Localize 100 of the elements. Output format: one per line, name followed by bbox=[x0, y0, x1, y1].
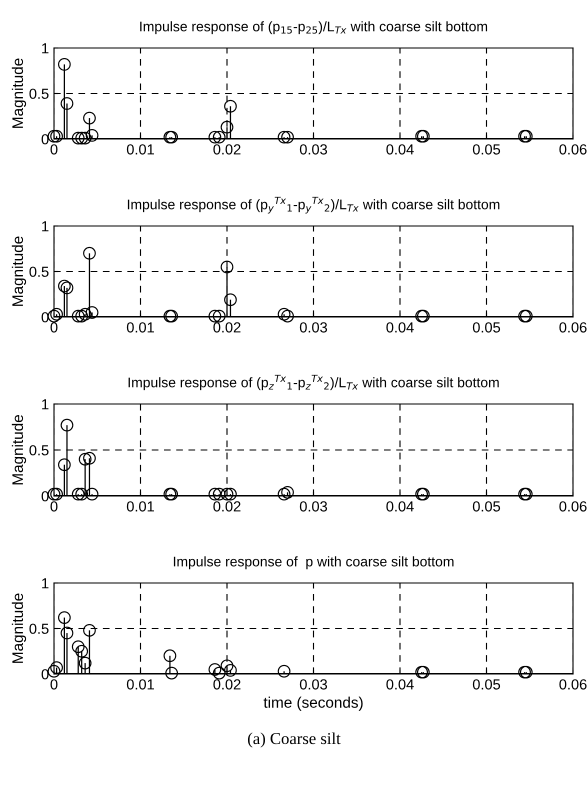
point bbox=[220, 659, 234, 672]
point bbox=[78, 656, 92, 670]
x-axis-title: time (seconds) bbox=[264, 696, 363, 711]
point bbox=[48, 488, 60, 501]
x-tick-label: 0.01 bbox=[126, 679, 154, 690]
point bbox=[212, 130, 226, 144]
point bbox=[278, 130, 290, 144]
point bbox=[72, 132, 85, 144]
point bbox=[75, 132, 88, 144]
x-tick-label: 0.05 bbox=[472, 501, 500, 512]
point bbox=[208, 310, 222, 322]
y-tick-label: 1 bbox=[42, 43, 48, 54]
point bbox=[220, 260, 234, 274]
y-axis-title: Magnitude bbox=[12, 58, 26, 128]
point bbox=[164, 649, 176, 662]
x-tick-label: 0.02 bbox=[213, 501, 240, 512]
point bbox=[60, 282, 74, 294]
point bbox=[78, 452, 92, 466]
point bbox=[60, 626, 74, 640]
point bbox=[86, 306, 98, 319]
x-tick-label: 0.01 bbox=[126, 144, 154, 155]
y-tick-label: 0.5 bbox=[29, 88, 49, 99]
point bbox=[208, 663, 222, 676]
point bbox=[75, 644, 88, 658]
point bbox=[50, 130, 63, 143]
point bbox=[58, 58, 71, 71]
point bbox=[281, 486, 294, 499]
point bbox=[72, 310, 85, 322]
point bbox=[78, 132, 92, 144]
point bbox=[72, 488, 85, 501]
text: (a) Coarse silt bbox=[248, 732, 341, 748]
point bbox=[208, 488, 222, 501]
y-tick-label: 0 bbox=[42, 669, 49, 680]
point bbox=[224, 293, 237, 306]
point bbox=[83, 112, 96, 124]
chart-title: Impulse response of (p$_{15}$-p$_{25}$)/L$_{Tx}$ with coarse silt bottom bbox=[140, 21, 488, 34]
point bbox=[75, 488, 88, 501]
point bbox=[48, 310, 60, 322]
point bbox=[208, 130, 222, 144]
x-tick-label: 0.04 bbox=[386, 679, 414, 690]
y-tick-label: 1 bbox=[42, 221, 48, 232]
point bbox=[72, 640, 85, 654]
point bbox=[220, 120, 234, 134]
y-tick-label: 0.5 bbox=[29, 266, 49, 277]
point bbox=[224, 100, 237, 113]
x-tick-label: 0.05 bbox=[472, 322, 500, 333]
x-tick-label: 0.02 bbox=[213, 679, 240, 690]
point bbox=[278, 664, 290, 678]
x-tick-label: 0 bbox=[50, 144, 58, 155]
point bbox=[281, 310, 294, 322]
point bbox=[212, 310, 226, 322]
x-tick-label: 0.03 bbox=[300, 679, 328, 690]
point bbox=[165, 666, 178, 680]
point bbox=[212, 666, 226, 680]
point bbox=[212, 488, 226, 501]
point bbox=[58, 611, 71, 624]
y-axis-title: Magnitude bbox=[12, 415, 26, 484]
y-tick-label: 1 bbox=[42, 578, 48, 588]
x-tick-label: 0.06 bbox=[559, 144, 587, 155]
chart-title: Impulse response of (p$_{y}$$^{Tx}$$_{1}$-p$_{y}$$^{Tx}$$_{2}$)/L$_{Tx}$ with coarse silt bottom bbox=[128, 196, 500, 214]
x-tick-label: 0.02 bbox=[213, 144, 240, 155]
point bbox=[83, 624, 96, 637]
point bbox=[75, 310, 88, 322]
point bbox=[48, 130, 60, 143]
y-axis-title: Magnitude bbox=[12, 594, 26, 663]
x-tick-label: 0 bbox=[50, 679, 58, 690]
x-tick-label: 0.06 bbox=[559, 501, 587, 512]
y-tick-label: 0.5 bbox=[29, 624, 49, 634]
x-tick-label: 0.03 bbox=[300, 322, 328, 333]
point bbox=[50, 661, 63, 674]
point bbox=[48, 664, 60, 678]
y-axis-title: Magnitude bbox=[12, 236, 26, 306]
y-tick-label: 0 bbox=[42, 134, 49, 144]
x-tick-label: 0 bbox=[50, 322, 58, 333]
x-tick-label: 0.02 bbox=[213, 322, 240, 333]
x-tick-label: 0.04 bbox=[386, 144, 414, 155]
point bbox=[278, 308, 290, 321]
point bbox=[281, 130, 294, 144]
point bbox=[86, 488, 98, 501]
point bbox=[224, 488, 237, 501]
x-tick-label: 0.06 bbox=[559, 679, 587, 690]
point bbox=[224, 664, 237, 677]
x-tick-label: 0.01 bbox=[126, 501, 154, 512]
y-tick-label: 1 bbox=[42, 399, 48, 410]
chart-title: Impulse response of (p$_{z}$$^{Tx}$$_{1}$-p$_{z}$$^{Tx}$$_{2}$)/L$_{Tx}$ with coarse silt bottom bbox=[128, 374, 499, 390]
point bbox=[60, 418, 74, 432]
x-tick-label: 0.06 bbox=[559, 322, 587, 333]
point bbox=[83, 452, 96, 465]
point bbox=[58, 280, 71, 292]
point bbox=[50, 308, 63, 321]
y-tick-label: 0 bbox=[42, 491, 49, 502]
x-tick-label: 0.04 bbox=[386, 322, 414, 333]
point bbox=[50, 488, 63, 501]
x-tick-label: 0.03 bbox=[300, 144, 328, 155]
x-tick-label: 0.05 bbox=[472, 679, 500, 690]
x-tick-label: 0.01 bbox=[126, 322, 154, 333]
x-tick-label: 0 bbox=[50, 501, 58, 512]
chart-title: Impulse response of p with coarse silt bottom bbox=[174, 556, 454, 570]
point bbox=[60, 97, 74, 110]
point bbox=[78, 308, 92, 321]
